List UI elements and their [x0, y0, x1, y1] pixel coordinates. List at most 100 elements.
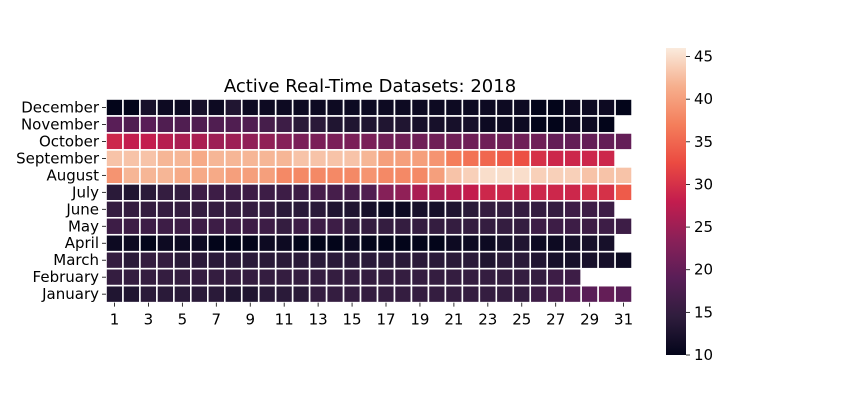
heatmap-cell	[393, 200, 413, 219]
heatmap-cell	[257, 284, 277, 304]
heatmap-cell	[190, 250, 209, 270]
x-tick-label: 11	[275, 311, 294, 329]
heatmap-cell	[325, 115, 345, 134]
heatmap-cell	[614, 216, 633, 236]
heatmap-cell	[139, 284, 158, 304]
heatmap-cell	[291, 250, 311, 270]
heatmap-cell	[156, 216, 175, 236]
colorbar-tick-label: 40	[694, 90, 713, 108]
heatmap-cell	[359, 98, 379, 117]
heatmap-cell	[139, 98, 158, 117]
heatmap-cell	[291, 115, 311, 134]
heatmap-cell	[240, 115, 260, 134]
heatmap-cell	[325, 98, 345, 117]
heatmap-cell	[529, 98, 549, 117]
heatmap-cell	[291, 200, 311, 219]
heatmap-cell	[240, 250, 260, 270]
heatmap-cell	[291, 98, 311, 117]
heatmap-cell	[580, 149, 599, 168]
heatmap-cell	[546, 98, 565, 117]
heatmap-cell	[257, 132, 277, 151]
heatmap-cell	[325, 166, 345, 185]
heatmap-cell	[105, 216, 124, 236]
colorbar: 10 15 20 25 30 35 40 45	[666, 48, 713, 364]
heatmap-cell	[359, 132, 379, 151]
heatmap-cell	[393, 149, 413, 168]
heatmap-cell	[597, 98, 616, 117]
heatmap-cell	[461, 132, 481, 151]
heatmap-cell	[376, 115, 396, 134]
heatmap-cell	[223, 216, 243, 236]
heatmap-cell	[444, 149, 464, 168]
colorbar-tick-label: 45	[694, 48, 713, 66]
heatmap-cell	[257, 166, 277, 185]
colorbar-tick-label: 15	[694, 303, 713, 321]
heatmap-cell	[156, 149, 175, 168]
heatmap-cell	[529, 200, 549, 219]
heatmap-cell	[257, 267, 277, 287]
heatmap-cell	[529, 267, 549, 287]
heatmap-cell	[376, 216, 396, 236]
heatmap-cell	[512, 183, 532, 202]
heatmap-cell	[257, 183, 277, 202]
heatmap-cell	[597, 200, 616, 219]
heatmap-cell	[444, 132, 464, 151]
heatmap-cell	[325, 250, 345, 270]
heatmap-cell	[580, 183, 599, 202]
heatmap-cell	[240, 200, 260, 219]
heatmap-cell	[461, 115, 481, 134]
heatmap-cell	[139, 233, 158, 253]
heatmap-cell	[105, 132, 124, 151]
heatmap-cell	[563, 250, 582, 270]
heatmap-cell	[122, 216, 141, 236]
heatmap-cell	[325, 132, 345, 151]
heatmap-cell	[563, 166, 582, 185]
heatmap-cell	[122, 132, 141, 151]
heatmap-cell	[529, 233, 549, 253]
heatmap-cell	[512, 200, 532, 219]
heatmap-cell	[257, 149, 277, 168]
heatmap-cell	[614, 98, 633, 117]
heatmap-cell	[410, 216, 430, 236]
heatmap-cell	[393, 115, 413, 134]
heatmap-cell	[190, 166, 209, 185]
heatmap-cell	[359, 115, 379, 134]
heatmap-cell	[427, 200, 447, 219]
heatmap-cell	[597, 132, 616, 151]
heatmap-cell	[122, 115, 141, 134]
heatmap-cell	[190, 115, 209, 134]
heatmap-cell	[105, 166, 124, 185]
heatmap-cell	[376, 149, 396, 168]
heatmap-cell	[376, 250, 396, 270]
heatmap-cell	[173, 233, 192, 253]
heatmap-cell	[342, 183, 362, 202]
heatmap-cell	[563, 233, 582, 253]
heatmap-cell	[207, 115, 226, 134]
y-axis-labels: DecemberNovemberOctoberSeptemberAugustJu…	[16, 98, 106, 303]
heatmap-cell	[359, 233, 379, 253]
heatmap-cell	[512, 98, 532, 117]
heatmap-cell	[122, 183, 141, 202]
heatmap-cell	[512, 216, 532, 236]
heatmap-cell	[274, 183, 294, 202]
heatmap-cell	[223, 284, 243, 304]
heatmap-cell	[614, 250, 633, 270]
heatmap-cell	[257, 233, 277, 253]
heatmap-cell	[478, 284, 498, 304]
heatmap-cell	[105, 233, 124, 253]
heatmap-cell	[223, 166, 243, 185]
heatmap-cell	[240, 98, 260, 117]
y-tick-label: September	[16, 149, 100, 167]
heatmap-cell	[257, 115, 277, 134]
heatmap-cell	[359, 250, 379, 270]
heatmap-cell	[427, 250, 447, 270]
x-tick-label: 7	[212, 311, 222, 329]
heatmap-cell	[207, 233, 226, 253]
heatmap-cell	[359, 166, 379, 185]
heatmap-cell	[156, 284, 175, 304]
heatmap-cell	[580, 233, 599, 253]
heatmap-cell	[291, 216, 311, 236]
heatmap-cell	[376, 200, 396, 219]
heatmap-cell	[495, 98, 515, 117]
heatmap-cell	[427, 132, 447, 151]
